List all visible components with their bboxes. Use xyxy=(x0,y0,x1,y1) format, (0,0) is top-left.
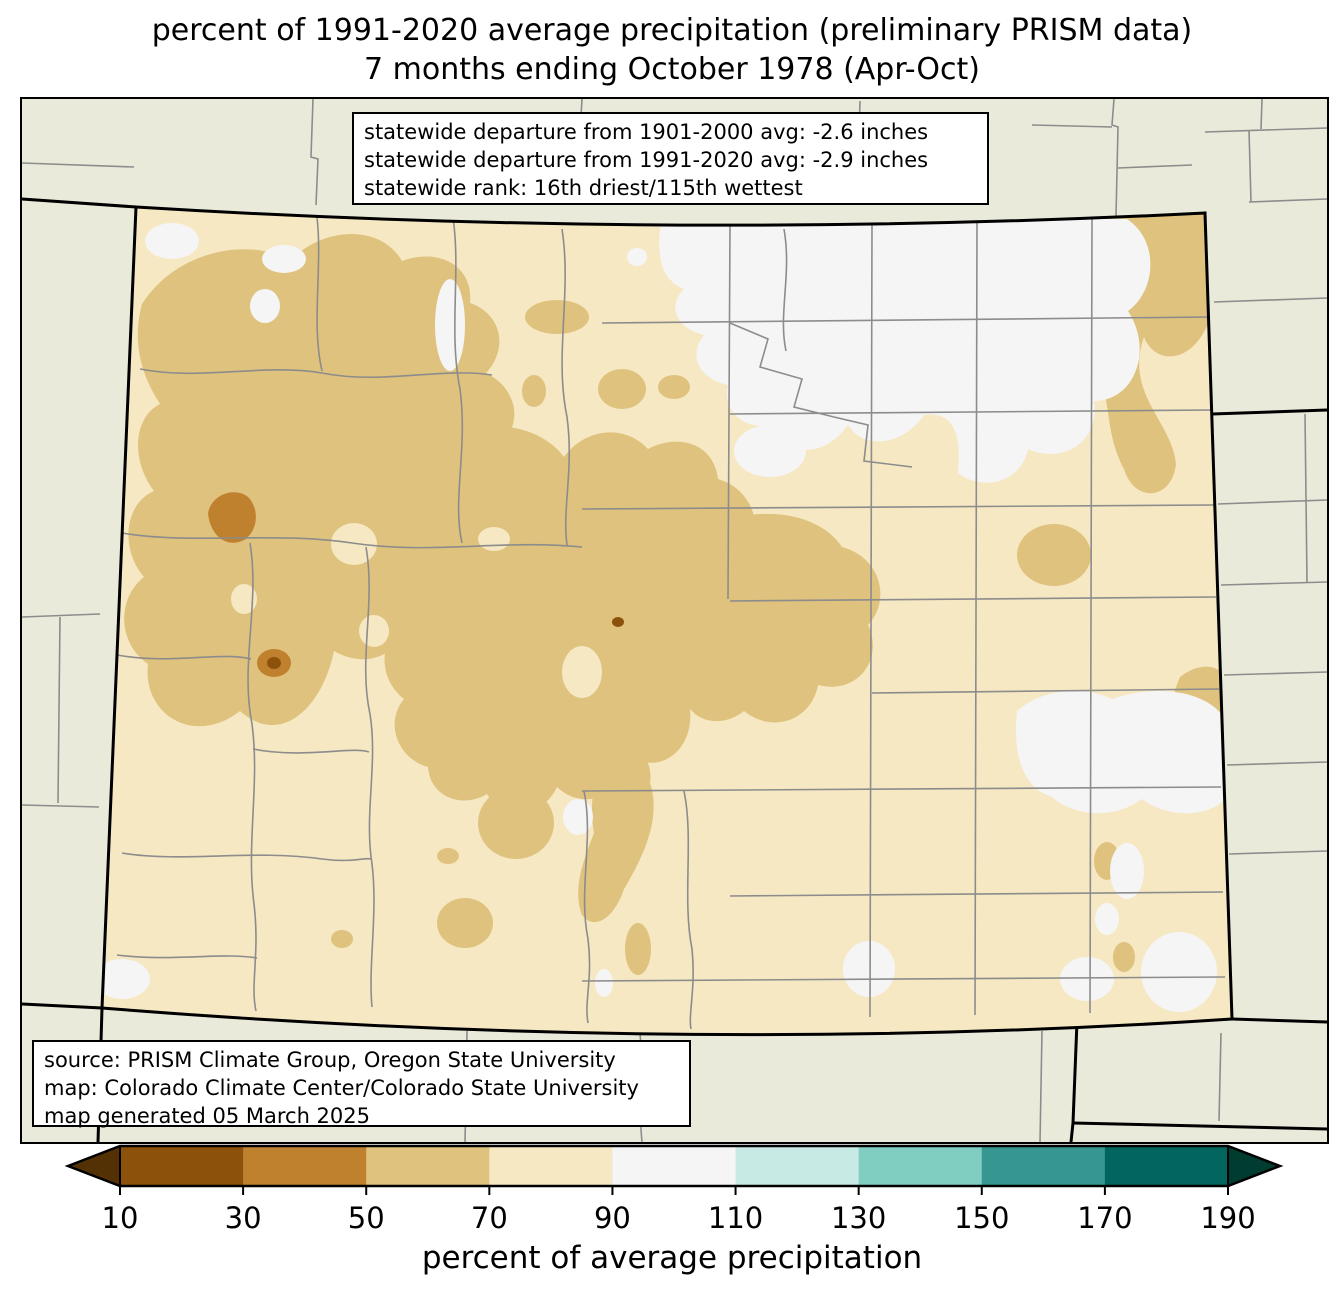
colorbar-segment xyxy=(981,1146,1106,1186)
figure-title-line2: 7 months ending October 1978 (Apr-Oct) xyxy=(364,52,980,87)
colorbar-segment xyxy=(366,1146,490,1186)
source-attribution-box: source: PRISM Climate Group, Oregon Stat… xyxy=(32,1040,691,1128)
colorbar-segment xyxy=(120,1146,244,1186)
colorbar-segment xyxy=(735,1146,860,1186)
precip-10-30-spots xyxy=(267,617,624,669)
colorbar-under-arrow xyxy=(68,1146,120,1186)
figure-title-line1: percent of 1991-2020 average precipitati… xyxy=(151,13,1193,48)
source-line: source: PRISM Climate Group, Oregon Stat… xyxy=(44,1048,616,1072)
colorado-county-lines xyxy=(116,207,1226,1030)
colorado-state-border xyxy=(100,205,1234,1037)
colorbar-tick-label: 170 xyxy=(1077,1201,1132,1235)
colorbar-over-arrow xyxy=(1228,1146,1280,1186)
colorbar-tick-label: 90 xyxy=(594,1201,631,1235)
stat-rank: statewide rank: 16th driest/115th wettes… xyxy=(364,176,803,200)
stat-departure-1991-2020: statewide departure from 1991-2020 avg: … xyxy=(364,148,929,172)
precip-50-70-regions xyxy=(124,211,1231,975)
colorbar-tick-label: 10 xyxy=(102,1201,139,1235)
colorbar-tick-label: 110 xyxy=(708,1201,763,1235)
colorbar-segment xyxy=(612,1146,737,1186)
colorbar-tick-label: 70 xyxy=(471,1201,508,1235)
stat-departure-1901-2000: statewide departure from 1901-2000 avg: … xyxy=(364,120,929,144)
map-credit-line: map: Colorado Climate Center/Colorado St… xyxy=(44,1076,639,1100)
colorbar-tick-label: 50 xyxy=(348,1201,385,1235)
colorbar-tick-label: 30 xyxy=(225,1201,262,1235)
precip-90-110-regions xyxy=(102,213,1226,1012)
colorbar-axis-label: percent of average precipitation xyxy=(422,1240,922,1276)
statewide-stats-box: statewide departure from 1901-2000 avg: … xyxy=(352,112,989,205)
colorbar-tick-label: 150 xyxy=(954,1201,1009,1235)
map-plot-area xyxy=(20,97,1329,1144)
colorbar: 10 30 50 70 90 110 130 150 170 190 percent of ave… xyxy=(64,1144,1284,1276)
colorbar-tick-label: 190 xyxy=(1200,1201,1255,1235)
colorbar-segment xyxy=(858,1146,983,1186)
colorbar-segment xyxy=(489,1146,613,1186)
colorado-precipitation-map xyxy=(21,98,1328,1143)
colorbar-tick-label: 130 xyxy=(831,1201,886,1235)
generated-date-line: map generated 05 March 2025 xyxy=(44,1104,371,1128)
colorbar-segment xyxy=(243,1146,367,1186)
colorbar-segment xyxy=(1104,1146,1229,1186)
